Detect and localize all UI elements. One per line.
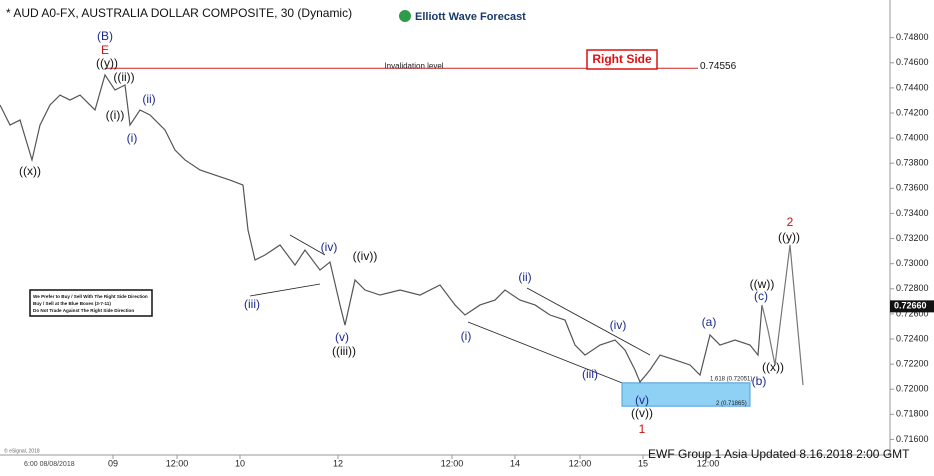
wave-label: (ii) xyxy=(518,270,531,284)
wave-label: (i) xyxy=(127,131,138,145)
wave-label: (iii) xyxy=(244,297,260,311)
y-tick-label: 0.73400 xyxy=(896,208,929,218)
footer: EWF Group 1 Asia Updated 8.16.2018 2:00 … xyxy=(648,447,910,461)
wave-label: ((ii)) xyxy=(113,70,134,84)
notice-line: Buy / Sell at the Blue Boxes (3-7-11) xyxy=(33,301,111,306)
logo: Elliott Wave Forecast xyxy=(399,10,526,23)
wave-label: 2 xyxy=(787,215,794,229)
y-tick-label: 0.72000 xyxy=(896,384,929,394)
y-tick-label: 0.72200 xyxy=(896,358,929,368)
chart-title: * AUD A0-FX, AUSTRALIA DOLLAR COMPOSITE,… xyxy=(6,6,352,20)
x-tick-label: 12:00 xyxy=(166,458,189,468)
brand: Elliott Wave Forecast xyxy=(415,11,526,23)
wave-label: ((y)) xyxy=(96,56,118,70)
notice-box xyxy=(29,289,153,317)
y-tick-label: 0.73800 xyxy=(896,158,929,168)
wave-label: (i) xyxy=(461,329,472,343)
wave-label: (ii) xyxy=(142,92,155,106)
y-tick-label: 0.74600 xyxy=(896,57,929,67)
y-tick-label: 0.71800 xyxy=(896,409,929,419)
wave-label: ((v)) xyxy=(631,406,653,420)
x-tick-label: 09 xyxy=(108,458,118,468)
y-tick-label: 0.73200 xyxy=(896,233,929,243)
wave-label: ((y)) xyxy=(778,230,800,244)
price-line xyxy=(761,244,804,386)
wave-label: ((w)) xyxy=(750,277,775,291)
x-tick-label: 12:00 xyxy=(697,458,720,468)
wave-label: ((x)) xyxy=(762,360,784,374)
y-tick-label: 0.73000 xyxy=(896,258,929,268)
box-low-label: 2 (0.71865) xyxy=(716,401,747,407)
y-tick-label: 0.72800 xyxy=(896,283,929,293)
current-price-box xyxy=(890,300,934,313)
notice-line: We Prefer to Buy / Sell With The Right S… xyxy=(33,294,148,299)
wave-label: (iv) xyxy=(321,240,338,254)
x-tick-label: 12:00 xyxy=(569,458,592,468)
wave-label: ((x)) xyxy=(19,164,41,178)
wave-label: (iv) xyxy=(610,318,627,332)
wave-label: (v) xyxy=(335,330,349,344)
x-tick-label: 10 xyxy=(235,458,245,468)
y-tick-label: 0.72600 xyxy=(896,308,929,318)
wave-label: E xyxy=(101,43,109,57)
copyright: © eSignal, 2018 xyxy=(4,447,40,454)
wave-label: (a) xyxy=(702,315,717,329)
right-side-label: Right Side xyxy=(592,52,652,66)
wave-label: (v) xyxy=(635,393,649,407)
invalidation-label: Invalidation level xyxy=(384,61,443,70)
y-tick-label: 0.74400 xyxy=(896,82,929,92)
wave-guides xyxy=(249,234,651,391)
y-tick-label: 0.71600 xyxy=(896,434,929,444)
current-price-label: 0.72660 xyxy=(894,301,927,311)
wave-label: (b) xyxy=(752,374,767,388)
notice-line: Do Not Trade Against The Right Side Dire… xyxy=(33,308,134,313)
wave-label: ((iii)) xyxy=(332,344,356,358)
wave-label: (c) xyxy=(754,289,768,303)
wave-label: ((i)) xyxy=(106,108,125,122)
y-tick-label: 0.73600 xyxy=(896,183,929,193)
wave-label: (iii) xyxy=(582,367,598,381)
target-box xyxy=(621,382,751,407)
wave-label: 1 xyxy=(639,422,646,436)
x-tick-label: 15 xyxy=(638,458,648,468)
x-tick-label: 12 xyxy=(333,458,343,468)
y-tick-label: 0.74000 xyxy=(896,132,929,142)
x-tick-label: 12:00 xyxy=(441,458,464,468)
right-side-box xyxy=(586,49,658,70)
wave-label: (B) xyxy=(97,29,113,43)
y-tick-label: 0.74200 xyxy=(896,107,929,117)
invalidation-value: 0.74556 xyxy=(700,61,737,72)
y-tick-label: 0.74800 xyxy=(896,32,929,42)
y-tick-label: 0.72400 xyxy=(896,333,929,343)
price-line xyxy=(0,73,763,384)
wave-label: ((iv)) xyxy=(353,249,378,263)
start-label: 6:00 08/08/2018 xyxy=(24,461,75,468)
x-tick-label: 14 xyxy=(510,458,520,468)
box-high-label: 1.618 (0.72051) xyxy=(710,376,752,382)
